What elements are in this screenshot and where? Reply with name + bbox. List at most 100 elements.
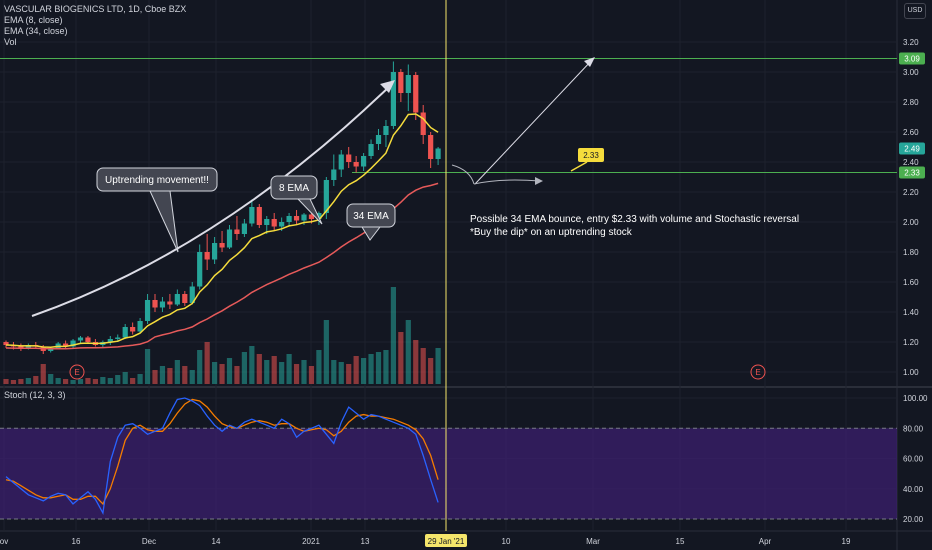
volume-bar (167, 368, 173, 384)
ema8-callout[interactable]: 8 EMA (270, 175, 323, 225)
resistance-badge-text: 3.09 (904, 55, 920, 64)
volume-bar (189, 370, 195, 384)
resistance-badge: 3.09 (899, 52, 925, 65)
earnings-marker-text: E (755, 368, 760, 377)
candlesticks[interactable] (3, 61, 441, 355)
volume-bar (316, 350, 322, 384)
volume-bars (3, 287, 441, 384)
time-tick-label: Apr (759, 537, 772, 546)
volume-bar (241, 352, 247, 384)
price-tick-label: 2.40 (903, 158, 919, 167)
target-arrow[interactable] (474, 59, 593, 185)
candle-body (197, 252, 203, 287)
target-arrowhead (584, 57, 595, 67)
candle-body (375, 135, 382, 144)
currency-button[interactable]: USD (904, 3, 926, 19)
legend-ema34[interactable]: EMA (34, close) (4, 26, 68, 36)
volume-bar (33, 376, 39, 384)
volume-bar (301, 360, 307, 384)
volume-bar (308, 366, 315, 384)
volume-bar (174, 360, 180, 384)
stoch-tick-labels: 100.00 80.00 60.00 40.00 20.00 (903, 394, 928, 524)
volume-bar (107, 378, 113, 384)
earnings-marker-1[interactable]: E (69, 364, 85, 380)
candle-body (219, 243, 225, 248)
volume-bar (92, 379, 98, 384)
volume-bar (137, 374, 143, 384)
note-line-2: *Buy the dip* on an uptrending stock (470, 227, 633, 238)
candle-body (413, 75, 419, 113)
earnings-marker-2[interactable]: E (750, 364, 766, 380)
symbol-title[interactable]: VASCULAR BIOGENICS LTD, 1D, Cboe BZX (4, 4, 187, 14)
candle-body (85, 337, 91, 342)
chart-legend[interactable]: VASCULAR BIOGENICS LTD, 1D, Cboe BZX EMA… (4, 4, 186, 48)
candle-body (144, 300, 151, 321)
bounce-curve[interactable] (473, 179, 541, 185)
candle-body (271, 219, 277, 227)
level-tag-text: 2.33 (583, 151, 599, 160)
price-axis[interactable] (897, 0, 932, 531)
price-tick-label: 1.00 (903, 368, 919, 377)
candle-body (398, 72, 404, 93)
ema8-line[interactable] (5, 113, 439, 348)
legend-volume[interactable]: Vol (4, 37, 17, 47)
volume-bar (375, 352, 382, 384)
candle-body (331, 169, 337, 180)
volume-bar (338, 362, 344, 384)
volume-bar (353, 356, 359, 384)
level-tag[interactable]: 2.33 (570, 148, 604, 172)
legend-ema8[interactable]: EMA (8, close) (4, 15, 63, 25)
candle-body (212, 243, 218, 260)
ema34-callout-text: 34 EMA (353, 211, 389, 222)
time-tick-label: 10 (502, 537, 511, 546)
volume-bar (405, 320, 411, 384)
candle-body (405, 75, 411, 93)
candle-body (256, 207, 262, 225)
uptrend-arrow[interactable] (31, 83, 393, 317)
candle-body (3, 342, 9, 345)
candle-body (279, 222, 285, 227)
earnings-marker-text: E (74, 368, 79, 377)
volume-bar (413, 340, 419, 384)
candle-body (204, 252, 210, 260)
volume-bar (3, 379, 9, 384)
time-tick-label: ov (0, 537, 8, 546)
volume-bar (77, 379, 84, 384)
volume-bar (383, 350, 389, 384)
volume-bar (219, 364, 225, 384)
price-tick-label: 2.20 (903, 188, 919, 197)
volume-bar (182, 366, 188, 384)
volume-bar (10, 380, 17, 384)
ema34-callout[interactable]: 34 EMA (346, 203, 396, 241)
dip-curve (451, 164, 475, 185)
ema34-callout-box (346, 203, 396, 228)
candle-body (115, 337, 121, 339)
volume-bar (435, 348, 441, 384)
stoch-tick-label: 40.00 (903, 485, 924, 494)
candle-body (293, 216, 300, 221)
volume-bar (204, 342, 210, 384)
candle-body (189, 286, 195, 303)
candle-body (353, 162, 359, 167)
uptrend-callout[interactable]: Uptrending movement!! (96, 167, 218, 253)
earnings-marker-circle (750, 364, 766, 380)
price-tick-label: 3.00 (903, 68, 919, 77)
stoch-legend[interactable]: Stoch (12, 3, 3) (4, 390, 66, 400)
candle-body (152, 300, 158, 308)
price-tick-labels: 3.20 3.00 2.80 2.60 2.40 2.20 2.00 1.80 1.60 1.40… (903, 38, 919, 377)
volume-bar (346, 364, 352, 384)
last-price-badge: 2.49 (899, 142, 925, 155)
time-tick-label: Dec (142, 537, 156, 546)
volume-bar (212, 362, 218, 384)
volume-bar (122, 372, 128, 384)
volume-bar (55, 378, 61, 384)
candle-body (226, 229, 233, 248)
price-tick-label: 2.80 (903, 98, 919, 107)
candle-body (159, 301, 166, 308)
candle-body (77, 337, 84, 341)
volume-bar (197, 350, 203, 384)
price-tick-label: 1.60 (903, 278, 919, 287)
volume-bar (293, 364, 300, 384)
time-tick-label: 15 (676, 537, 685, 546)
